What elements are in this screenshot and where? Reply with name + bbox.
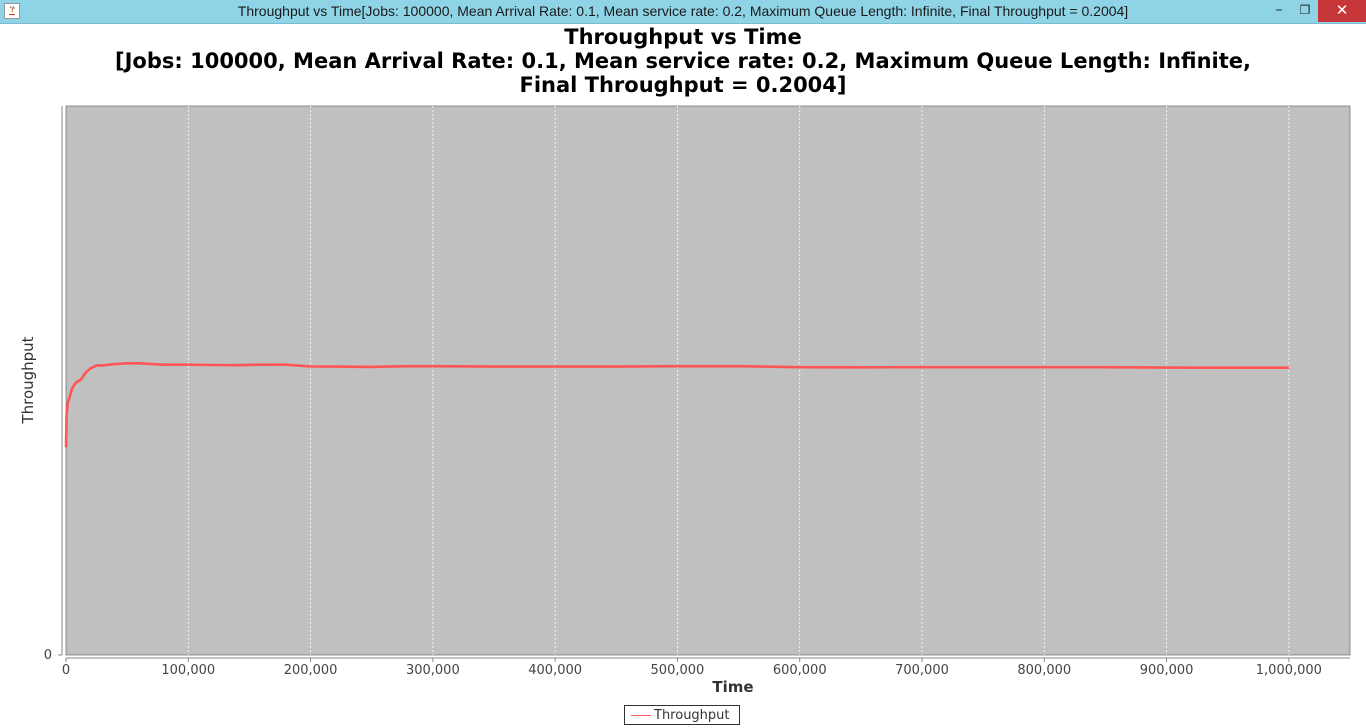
legend: Throughput — [624, 705, 740, 725]
window-title: Throughput vs Time[Jobs: 100000, Mean Ar… — [237, 3, 1129, 19]
x-tick-label: 100,000 — [161, 663, 215, 678]
legend-swatch — [631, 715, 651, 716]
y-tick-label: 0 — [44, 648, 52, 663]
chart-title: Throughput vs Time [Jobs: 100000, Mean A… — [0, 25, 1366, 97]
restore-button[interactable]: ❐ — [1299, 3, 1311, 17]
chart-title-line-3: Final Throughput = 0.2004] — [519, 73, 847, 97]
x-tick-label: 0 — [62, 663, 70, 678]
x-tick-label: 200,000 — [284, 663, 338, 678]
series-line-throughput — [64, 361, 1289, 448]
close-button[interactable]: ✕ — [1318, 0, 1366, 22]
x-tick-label: 900,000 — [1140, 663, 1194, 678]
plot-area — [65, 105, 1351, 656]
minimize-button[interactable]: – — [1275, 2, 1283, 18]
x-axis-label: Time — [712, 678, 753, 696]
x-tick-label: 300,000 — [406, 663, 460, 678]
legend-label-throughput: Throughput — [654, 708, 730, 723]
x-tick-label: 600,000 — [773, 663, 827, 678]
chart-title-line-1: Throughput vs Time — [564, 25, 802, 49]
java-icon[interactable] — [4, 3, 20, 19]
x-tick-label: 800,000 — [1017, 663, 1071, 678]
x-tick-label: 700,000 — [895, 663, 949, 678]
chart-title-line-2: [Jobs: 100000, Mean Arrival Rate: 0.1, M… — [115, 49, 1251, 73]
x-tick-label: 500,000 — [651, 663, 705, 678]
y-axis-label: Throughput — [19, 336, 37, 424]
window-titlebar: Throughput vs Time[Jobs: 100000, Mean Ar… — [0, 0, 1366, 24]
x-tick-label: 1,000,000 — [1256, 663, 1322, 678]
x-tick-label: 400,000 — [528, 663, 582, 678]
